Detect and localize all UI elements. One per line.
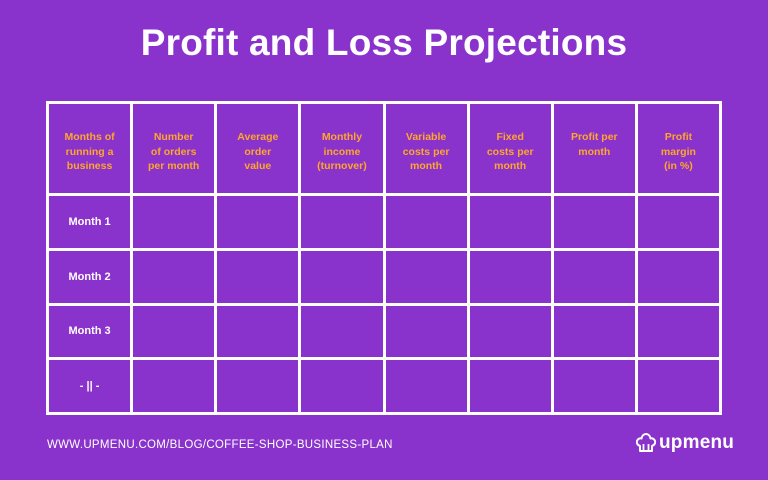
header-line: Fixed <box>496 131 524 143</box>
table-cell <box>550 193 638 251</box>
header-profit-per-month: Profit per month <box>550 101 638 196</box>
table-header-row: Months of running a business Number of o… <box>45 101 723 196</box>
header-line: (in %) <box>664 160 693 172</box>
header-line: per month <box>148 160 200 172</box>
header-monthly-income: Monthly income (turnover) <box>298 101 386 196</box>
table-cell <box>214 357 302 415</box>
table-row: Month 3 <box>45 302 723 361</box>
upmenu-logo: upmenu <box>636 432 734 454</box>
header-line: Variable <box>405 131 447 143</box>
header-line: Monthly <box>321 131 363 143</box>
chef-hat-icon <box>636 433 656 452</box>
header-line: Average <box>237 131 279 143</box>
table-cell <box>214 193 302 251</box>
logo-text: upmenu <box>659 432 735 453</box>
header-line: running a <box>65 145 114 158</box>
header-line: (turnover) <box>317 160 367 172</box>
table-cell <box>550 302 638 361</box>
row-label: Month 1 <box>45 193 134 251</box>
header-orders: Number of orders per month <box>130 101 218 196</box>
table-cell <box>382 302 470 361</box>
table-cell <box>130 247 218 306</box>
table-cell <box>214 302 302 361</box>
table-cell <box>634 357 723 415</box>
table-cell <box>382 247 470 306</box>
table-cell <box>466 193 554 251</box>
row-label: Month 2 <box>45 247 134 306</box>
header-profit-margin: Profit margin (in %) <box>634 101 723 196</box>
header-line: Number <box>153 131 194 143</box>
table-cell <box>466 247 554 306</box>
source-url: WWW.UPMENU.COM/BLOG/COFFEE-SHOP-BUSINESS… <box>47 439 393 451</box>
header-line: income <box>323 145 361 158</box>
header-line: month <box>494 160 527 172</box>
table-cell <box>550 357 638 415</box>
header-fixed-costs: Fixed costs per month <box>466 101 554 196</box>
header-line: month <box>410 160 443 172</box>
table-cell <box>298 247 386 306</box>
row-label: Month 3 <box>45 302 134 361</box>
header-line: of orders <box>150 145 197 158</box>
projection-table: Months of running a business Number of o… <box>45 101 723 415</box>
table-cell <box>298 302 386 361</box>
header-line: value <box>244 160 272 172</box>
table-row: Month 2 <box>45 247 723 306</box>
table-cell <box>634 247 723 306</box>
header-line: order <box>244 145 272 158</box>
table-cell <box>550 247 638 306</box>
table-cell <box>130 302 218 361</box>
table-cell <box>298 193 386 251</box>
header-line: costs per <box>402 145 450 158</box>
header-line: costs per <box>486 145 534 158</box>
table-cell <box>634 302 723 361</box>
table-cell <box>466 357 554 415</box>
row-label: - || - <box>45 357 134 415</box>
table-cell <box>130 193 218 251</box>
header-months: Months of running a business <box>45 101 134 196</box>
header-variable-costs: Variable costs per month <box>382 101 470 196</box>
table-cell <box>130 357 218 415</box>
table-cell <box>382 357 470 415</box>
header-line: Profit <box>664 131 693 143</box>
header-line: business <box>66 160 113 172</box>
table-cell <box>466 302 554 361</box>
header-average-order: Average order value <box>214 101 302 196</box>
header-line: month <box>578 145 611 158</box>
table-row: Month 1 <box>45 193 723 251</box>
page-title: Profit and Loss Projections <box>140 22 628 63</box>
table-cell <box>298 357 386 415</box>
table-cell <box>382 193 470 251</box>
header-line: margin <box>660 145 696 158</box>
table-cell <box>634 193 723 251</box>
table-cell <box>214 247 302 306</box>
header-line: Months of <box>64 131 115 143</box>
header-line: Profit per <box>570 131 618 143</box>
table-row: - || - <box>45 357 723 415</box>
